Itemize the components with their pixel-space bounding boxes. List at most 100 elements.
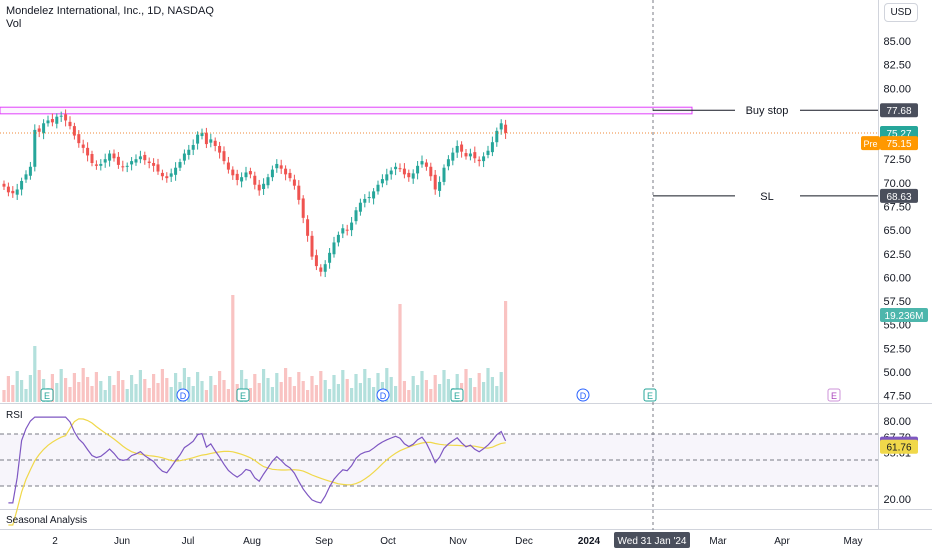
candle [420, 161, 424, 165]
price-tick-label: 72.50 [883, 154, 911, 166]
candle [262, 183, 266, 190]
volume-bar [341, 370, 345, 402]
volume-bar [468, 378, 472, 402]
volume-bar [345, 379, 349, 402]
candle [90, 154, 94, 163]
candle [468, 153, 472, 157]
volume-bar [372, 387, 376, 402]
volume-bar [376, 373, 380, 402]
event-letter: E [240, 391, 246, 401]
candle [372, 191, 376, 199]
event-letter: E [44, 391, 50, 401]
candle [6, 186, 10, 193]
candle [490, 142, 494, 153]
candle [244, 172, 248, 178]
rsi-ma-badge [880, 439, 918, 454]
candle [156, 164, 160, 172]
candle [178, 162, 182, 168]
rsi-tick-label: 80.00 [883, 416, 911, 428]
currency-button[interactable]: USD [884, 3, 918, 22]
volume-bar [169, 387, 173, 402]
candle [37, 128, 41, 132]
candle [50, 119, 54, 123]
candle [77, 134, 81, 144]
volume-bar [103, 390, 107, 402]
price-levels: Buy stop SL [0, 0, 878, 530]
volume-bar [182, 368, 186, 402]
candle [112, 153, 116, 159]
earnings-event-icon [450, 388, 464, 402]
volume-bar [275, 373, 279, 402]
volume-bar [130, 375, 134, 402]
candle [204, 132, 208, 145]
candle [394, 166, 398, 170]
price-tick-label: 50.00 [883, 367, 911, 379]
volume-bar [429, 389, 433, 402]
volume-bar [402, 381, 406, 402]
candle [116, 156, 120, 165]
volume-bars [2, 295, 508, 402]
pre-price-badge [880, 136, 918, 151]
volume-bar [442, 370, 446, 402]
dividend-event-icon [176, 388, 190, 402]
candle [486, 150, 490, 155]
time-tick-label: Mar [709, 536, 727, 547]
candle [270, 169, 274, 178]
time-tick-label: May [844, 536, 863, 547]
candle [121, 166, 125, 168]
candle [182, 153, 186, 161]
volume-bar [33, 346, 37, 402]
candle [464, 153, 468, 157]
volume-bar [253, 374, 257, 402]
candle [24, 174, 28, 180]
grid [0, 0, 932, 530]
volume-bar [446, 379, 450, 402]
rsi-tick-label: 20.00 [883, 494, 911, 506]
volume-bar [411, 376, 415, 402]
volume-bar [112, 385, 116, 402]
volume-bar [116, 371, 120, 402]
candle [72, 126, 76, 136]
volume-bar [125, 389, 129, 402]
volume-bar [2, 390, 6, 402]
time-tick-label: Dec [515, 536, 533, 547]
price-tick-label: 65.00 [883, 225, 911, 237]
volume-bar [196, 372, 200, 402]
candle [402, 168, 406, 175]
volume-bar [231, 295, 235, 402]
candle [284, 168, 288, 175]
level-price-badge [880, 188, 918, 203]
event-letter: D [380, 391, 387, 401]
candle [152, 162, 156, 166]
candle [350, 222, 354, 231]
candle [389, 170, 393, 175]
candle [200, 132, 204, 137]
candle [314, 255, 318, 267]
price-tick-label: 60.00 [883, 272, 911, 284]
candle [42, 123, 46, 134]
volume-bar [288, 377, 292, 402]
seasonal-analysis-title[interactable]: Seasonal Analysis [6, 515, 88, 526]
volume-bar [90, 386, 94, 402]
level-price-badge [880, 103, 918, 118]
rsi-title: RSI [6, 410, 23, 421]
volume-bar [482, 382, 486, 402]
price-tick-label: 82.50 [883, 60, 911, 72]
candle [86, 147, 90, 156]
candle [226, 162, 230, 170]
candle [160, 172, 164, 177]
candle [240, 177, 244, 182]
volume-bar [367, 378, 371, 402]
candle [147, 161, 151, 163]
volume-bar [81, 368, 85, 402]
volume-bar [165, 378, 169, 402]
volume-bar [301, 381, 305, 402]
candle [2, 183, 6, 187]
candle [235, 173, 239, 181]
candle [292, 179, 296, 186]
volume-bar [389, 377, 393, 402]
volume-bar [398, 304, 402, 402]
volume-bar [394, 386, 398, 402]
